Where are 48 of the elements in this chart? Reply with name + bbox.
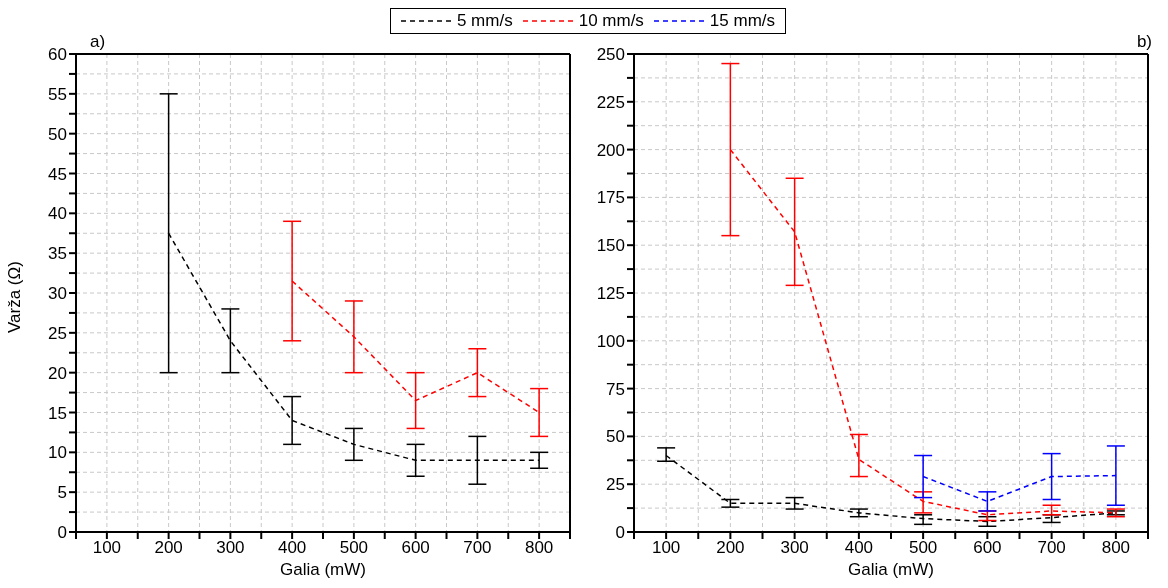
- x-tick-label: 500: [908, 538, 938, 558]
- x-tick-label: 200: [716, 538, 745, 558]
- y-tick-label: 225: [596, 92, 625, 112]
- legend-label: 5 mm/s: [456, 11, 513, 31]
- y-axis-title: Varža (Ω): [5, 261, 25, 333]
- x-tick-label: 600: [401, 538, 430, 558]
- x-tick-label: 300: [216, 538, 245, 558]
- x-tick-label: 100: [92, 538, 122, 558]
- x-tick-label: 100: [651, 538, 681, 558]
- y-tick-label: 250: [596, 45, 625, 65]
- legend-label: 10 mm/s: [578, 11, 644, 31]
- y-tick-label: 55: [48, 84, 67, 104]
- x-tick-label: 700: [1037, 538, 1066, 558]
- x-axis-title: Galia (mW): [847, 560, 935, 580]
- x-tick-label: 600: [973, 538, 1002, 558]
- y-tick-label: 40: [48, 204, 67, 224]
- x-tick-label: 700: [463, 538, 492, 558]
- text: b): [1136, 32, 1152, 52]
- y-tick-label: 50: [606, 427, 625, 447]
- legend-label: 15 mm/s: [709, 11, 776, 31]
- x-tick-label: 400: [844, 538, 874, 558]
- x-axis-title: Galia (mW): [279, 560, 367, 580]
- y-tick-label: 150: [596, 236, 625, 256]
- y-tick-label: 50: [48, 124, 67, 144]
- y-tick-label: 25: [48, 323, 67, 343]
- y-tick-label: 45: [48, 164, 67, 184]
- y-tick-label: 200: [596, 140, 625, 160]
- x-tick-label: 800: [524, 538, 554, 558]
- y-tick-label: 75: [606, 379, 625, 399]
- y-tick-label: 25: [606, 475, 625, 495]
- x-tick-label: 200: [154, 538, 183, 558]
- y-tick-label: 100: [596, 331, 625, 351]
- y-tick-label: 175: [596, 188, 625, 208]
- x-tick-label: 500: [339, 538, 369, 558]
- x-tick-label: 300: [780, 538, 809, 558]
- y-tick-label: 35: [48, 244, 67, 264]
- text: a): [90, 32, 106, 52]
- y-tick-label: 10: [48, 443, 67, 463]
- y-tick-label: 30: [48, 284, 67, 304]
- y-tick-label: 15: [48, 403, 67, 423]
- y-tick-label: 20: [48, 363, 67, 383]
- x-tick-label: 800: [1101, 538, 1131, 558]
- y-tick-label: 0: [615, 523, 625, 543]
- x-tick-label: 400: [277, 538, 307, 558]
- y-tick-label: 0: [57, 523, 67, 543]
- y-tick-label: 60: [48, 45, 67, 65]
- y-tick-label: 125: [596, 284, 625, 304]
- y-tick-label: 5: [57, 483, 67, 503]
